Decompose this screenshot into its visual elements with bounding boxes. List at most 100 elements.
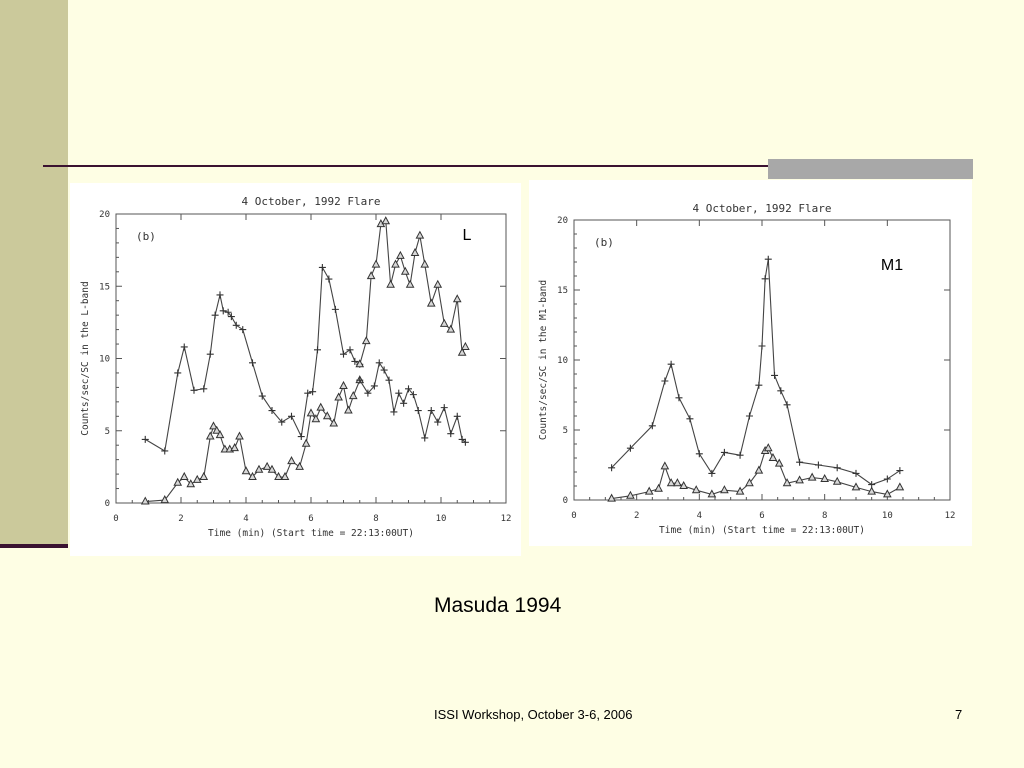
m1-band-series-2-point <box>745 478 754 487</box>
l-band-series-3-point <box>410 247 420 257</box>
m1-band-series-2-point <box>660 461 670 470</box>
m1-band-series-2-point <box>882 489 892 498</box>
page-number: 7 <box>955 707 963 722</box>
left-band-underline <box>0 544 68 548</box>
m1-band-series-2-point <box>673 478 682 487</box>
m1-band-series-1-point <box>675 394 683 402</box>
m1-band-series-1-point <box>833 464 841 472</box>
m1-band-series-2-point <box>867 486 877 495</box>
m1-band-series-1-point <box>783 401 791 409</box>
l-band-series-4-point <box>409 391 417 399</box>
l-band-x-tick-label: 2 <box>178 514 183 524</box>
l-band-y-tick-label: 20 <box>99 210 110 220</box>
l-band-series-4-point <box>447 430 455 438</box>
m1-band-series-1-line <box>611 259 901 486</box>
m1-band-series-2-point <box>807 472 817 481</box>
m1-band-y-axis-label: Counts/sec/SC in the M1-band <box>538 280 549 440</box>
l-band-series-2-point <box>186 479 196 488</box>
l-band-series-3-point <box>405 279 415 288</box>
m1-band-series-2-point <box>626 490 635 499</box>
m1-band-series-2-point <box>782 478 792 487</box>
l-band-series-1-point <box>180 343 188 351</box>
m1-band-series-1-point <box>708 469 716 477</box>
l-band-series-4-point <box>390 408 398 416</box>
l-band-series-2-point <box>322 411 332 420</box>
l-band-series-1-point <box>224 308 232 316</box>
l-band-series-3-line <box>359 220 466 365</box>
l-band-series-1-point <box>351 357 359 365</box>
l-band-chart-title: 4 October, 1992 Flare <box>241 195 380 208</box>
m1-band-series-2-point <box>795 475 804 484</box>
l-band-series-1-point <box>190 386 198 394</box>
m1-band-y-tick-label: 5 <box>563 426 568 436</box>
l-band-series-1-point <box>232 321 240 329</box>
m1-band-series-1-point <box>736 451 744 459</box>
l-band-series-1-point <box>268 407 276 415</box>
left-accent-band <box>0 0 68 548</box>
l-band-series-2-point <box>280 471 290 480</box>
m1-band-series-2-point <box>895 482 905 491</box>
m1-band-series-2-point <box>754 465 764 474</box>
l-band-series-2-point <box>306 408 316 417</box>
l-band-series-3-point <box>366 271 376 280</box>
m1-band-series-1-point <box>852 469 860 477</box>
l-band-series-2-point <box>199 471 209 480</box>
l-band-series-1-point <box>161 447 169 455</box>
m1-band-series-2-point <box>707 489 717 498</box>
l-band-series-2-point <box>254 464 264 473</box>
l-band-series-4-point <box>385 376 393 384</box>
l-band-series-1-point <box>219 307 227 315</box>
l-band-series-1-point <box>297 433 305 441</box>
m1-band-series-2-point <box>644 486 654 495</box>
l-band-series-4-point <box>427 407 435 415</box>
m1-band-series-2-point <box>691 485 701 494</box>
l-band-x-tick-label: 10 <box>436 514 447 524</box>
l-band-series-2-point <box>215 430 225 439</box>
l-band-series-2-point <box>205 431 215 440</box>
l-band-series-2-point <box>274 471 283 480</box>
l-band-series-2-point <box>339 380 348 389</box>
l-band-series-1-point <box>304 389 312 397</box>
l-band-y-axis-label: Counts/sec/SC in the L-band <box>80 281 91 435</box>
l-band-series-2-point <box>212 425 222 434</box>
m1-band-series-1-point <box>648 422 656 430</box>
m1-band-series-2-point <box>679 480 689 489</box>
l-band-series-1-point <box>331 305 339 313</box>
m1-band-series-1-point <box>720 448 728 456</box>
l-band-series-4-point <box>440 404 448 412</box>
m1-band-series-2-point <box>820 473 830 482</box>
l-band-x-tick-label: 4 <box>243 514 248 524</box>
l-band-y-tick-label: 10 <box>99 355 110 365</box>
l-band-series-1-point <box>346 346 354 354</box>
l-band-series-1-point <box>340 350 347 358</box>
l-band-series-2-point <box>267 464 277 473</box>
m1-band-series-2-point <box>735 486 745 495</box>
m1-band-x-tick-label: 0 <box>571 511 576 521</box>
m1-band-series-1-point <box>758 342 766 350</box>
l-band-series-2-point <box>235 431 244 440</box>
m1-band-y-tick-label: 10 <box>557 356 568 366</box>
l-band-series-1-line <box>145 265 361 452</box>
m1-band-series-1-point <box>777 387 785 395</box>
l-band-series-1-point <box>325 275 333 283</box>
l-band-plot-frame <box>115 213 507 504</box>
m1-band-chart-title: 4 October, 1992 Flare <box>692 202 831 215</box>
m1-band-x-tick-label: 10 <box>882 511 893 521</box>
m1-band-series-1-point <box>661 377 669 385</box>
l-band-series-3-point <box>452 294 462 303</box>
l-band-series-4-point <box>380 366 388 374</box>
m1-band-series-1-point <box>896 467 904 475</box>
l-band-series-1-point <box>206 350 214 358</box>
l-band-series-2-point <box>248 471 257 480</box>
m1-band-series-1-point <box>764 255 772 263</box>
l-band-series-1-point <box>216 291 224 299</box>
m1-band-chart-panel: 4 October, 1992 Flare 0 2 4 6 8 10 12 0 5 10 15 20 Ti… <box>529 180 972 546</box>
l-band-series-1-point <box>200 385 208 393</box>
l-band-series-3-point <box>391 259 400 268</box>
l-band-series-2-point <box>241 466 251 475</box>
m1-band-series-1-point <box>755 381 763 389</box>
l-band-series-2-point <box>209 421 218 430</box>
l-band-series-1-point <box>288 412 295 420</box>
l-band-series-1-point <box>239 326 247 334</box>
l-band-series-2-point <box>344 405 353 414</box>
